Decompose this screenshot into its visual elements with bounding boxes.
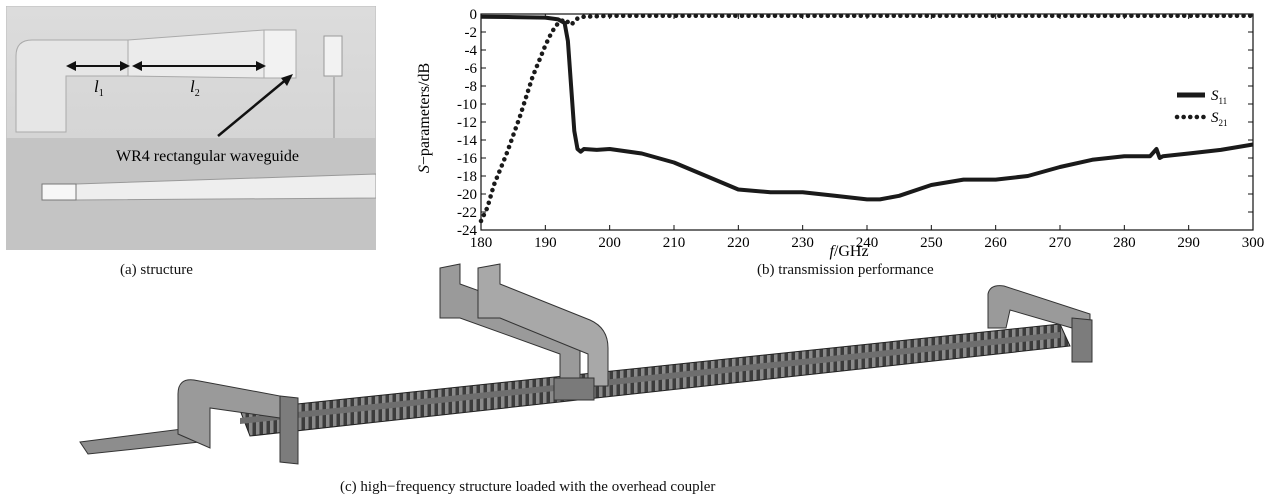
x-tick-label: 210: [663, 235, 686, 251]
y-tick-label: -2: [465, 25, 478, 41]
x-tick-label: 240: [856, 235, 879, 251]
structure-panel: l1 l2 WR4 rectangular waveguide: [5, 5, 377, 251]
y-tick-label: -8: [465, 79, 478, 95]
coupler-stub: [323, 35, 343, 77]
x-tick-label: 300: [1242, 235, 1265, 251]
x-tick-label: 230: [791, 235, 814, 251]
y-tick-label: -18: [457, 169, 477, 185]
x-tick-label: 190: [534, 235, 557, 251]
y-tick-label: -10: [457, 97, 477, 113]
caption-a: (a) structure: [120, 262, 193, 278]
y-tick-label: -16: [457, 151, 477, 167]
y-tick-label: -4: [465, 43, 478, 59]
left-coupler-flange: [279, 395, 299, 465]
coupler-bend: [15, 39, 129, 133]
x-tick-label: 260: [984, 235, 1007, 251]
x-tick-label: 220: [727, 235, 750, 251]
slow-wave-top-edge: [240, 332, 1060, 424]
y-tick-label: -22: [457, 205, 477, 221]
y-tick-label: -24: [457, 223, 477, 239]
legend: S11 S21: [1174, 88, 1228, 128]
x-tick-label: 270: [1049, 235, 1072, 251]
x-tick-label: 290: [1177, 235, 1200, 251]
y-tick-label: 0: [470, 7, 478, 23]
waveguide-annotation: WR4 rectangular waveguide: [116, 148, 299, 165]
y-tick-label: -6: [465, 61, 478, 77]
x-axis-ticks: 180 190 200 210 220 230 240 250 260 270 280 290 300: [470, 14, 1265, 251]
series-layer: [478, 13, 1256, 224]
l2-label: l2: [190, 77, 200, 99]
l2-arrow-right: [256, 61, 266, 71]
waveguide-port: [41, 183, 77, 201]
x-tick-label: 200: [598, 235, 621, 251]
series-line-s11: [480, 14, 1254, 202]
coupler-end: [263, 29, 297, 79]
right-coupler: [987, 285, 1091, 363]
chart-panel: 0 -2 -4 -6 -8 -10 -12 -14 -16 -18 -20 -22 -24 180 190…: [415, 0, 1279, 262]
structure-diagram: l1 l2 WR4 rectangular waveguide: [5, 5, 377, 251]
series-line-s21: [478, 13, 1256, 224]
y-tick-label: -12: [457, 115, 477, 131]
pointer-arrowhead: [281, 74, 293, 86]
l1-arrow-left: [66, 61, 76, 71]
l2-arrow-left: [132, 61, 142, 71]
l1-label: l1: [94, 77, 104, 99]
legend-label-s11: S11: [1211, 88, 1227, 106]
s-parameter-chart: 0 -2 -4 -6 -8 -10 -12 -14 -16 -18 -20 -22 -24 180 190…: [416, 7, 1265, 260]
l1-arrow-right: [120, 61, 130, 71]
x-tick-label: 280: [1113, 235, 1136, 251]
x-axis-label: f/GHz: [829, 243, 868, 260]
high-frequency-structure-render: [79, 263, 1093, 465]
x-tick-label: 180: [470, 235, 493, 251]
y-tick-label: -20: [457, 187, 477, 203]
y-axis-label: S−parameters/dB: [416, 63, 433, 173]
y-axis-ticks: 0 -2 -4 -6 -8 -10 -12 -14 -16 -18 -20 -22 -24: [457, 7, 1253, 239]
left-coupler: [177, 379, 281, 449]
caption-c: (c) high−frequency structure loaded with…: [340, 479, 716, 495]
legend-label-s21: S21: [1211, 110, 1228, 128]
middle-coupler-joint: [553, 377, 595, 401]
y-tick-label: -14: [457, 133, 477, 149]
x-tick-label: 250: [920, 235, 943, 251]
caption-b: (b) transmission performance: [757, 262, 934, 278]
middle-coupler-2: [477, 263, 609, 387]
pointer-line: [217, 77, 289, 137]
right-coupler-flange: [1071, 317, 1093, 363]
hfs-3d-panel: [60, 258, 1120, 480]
